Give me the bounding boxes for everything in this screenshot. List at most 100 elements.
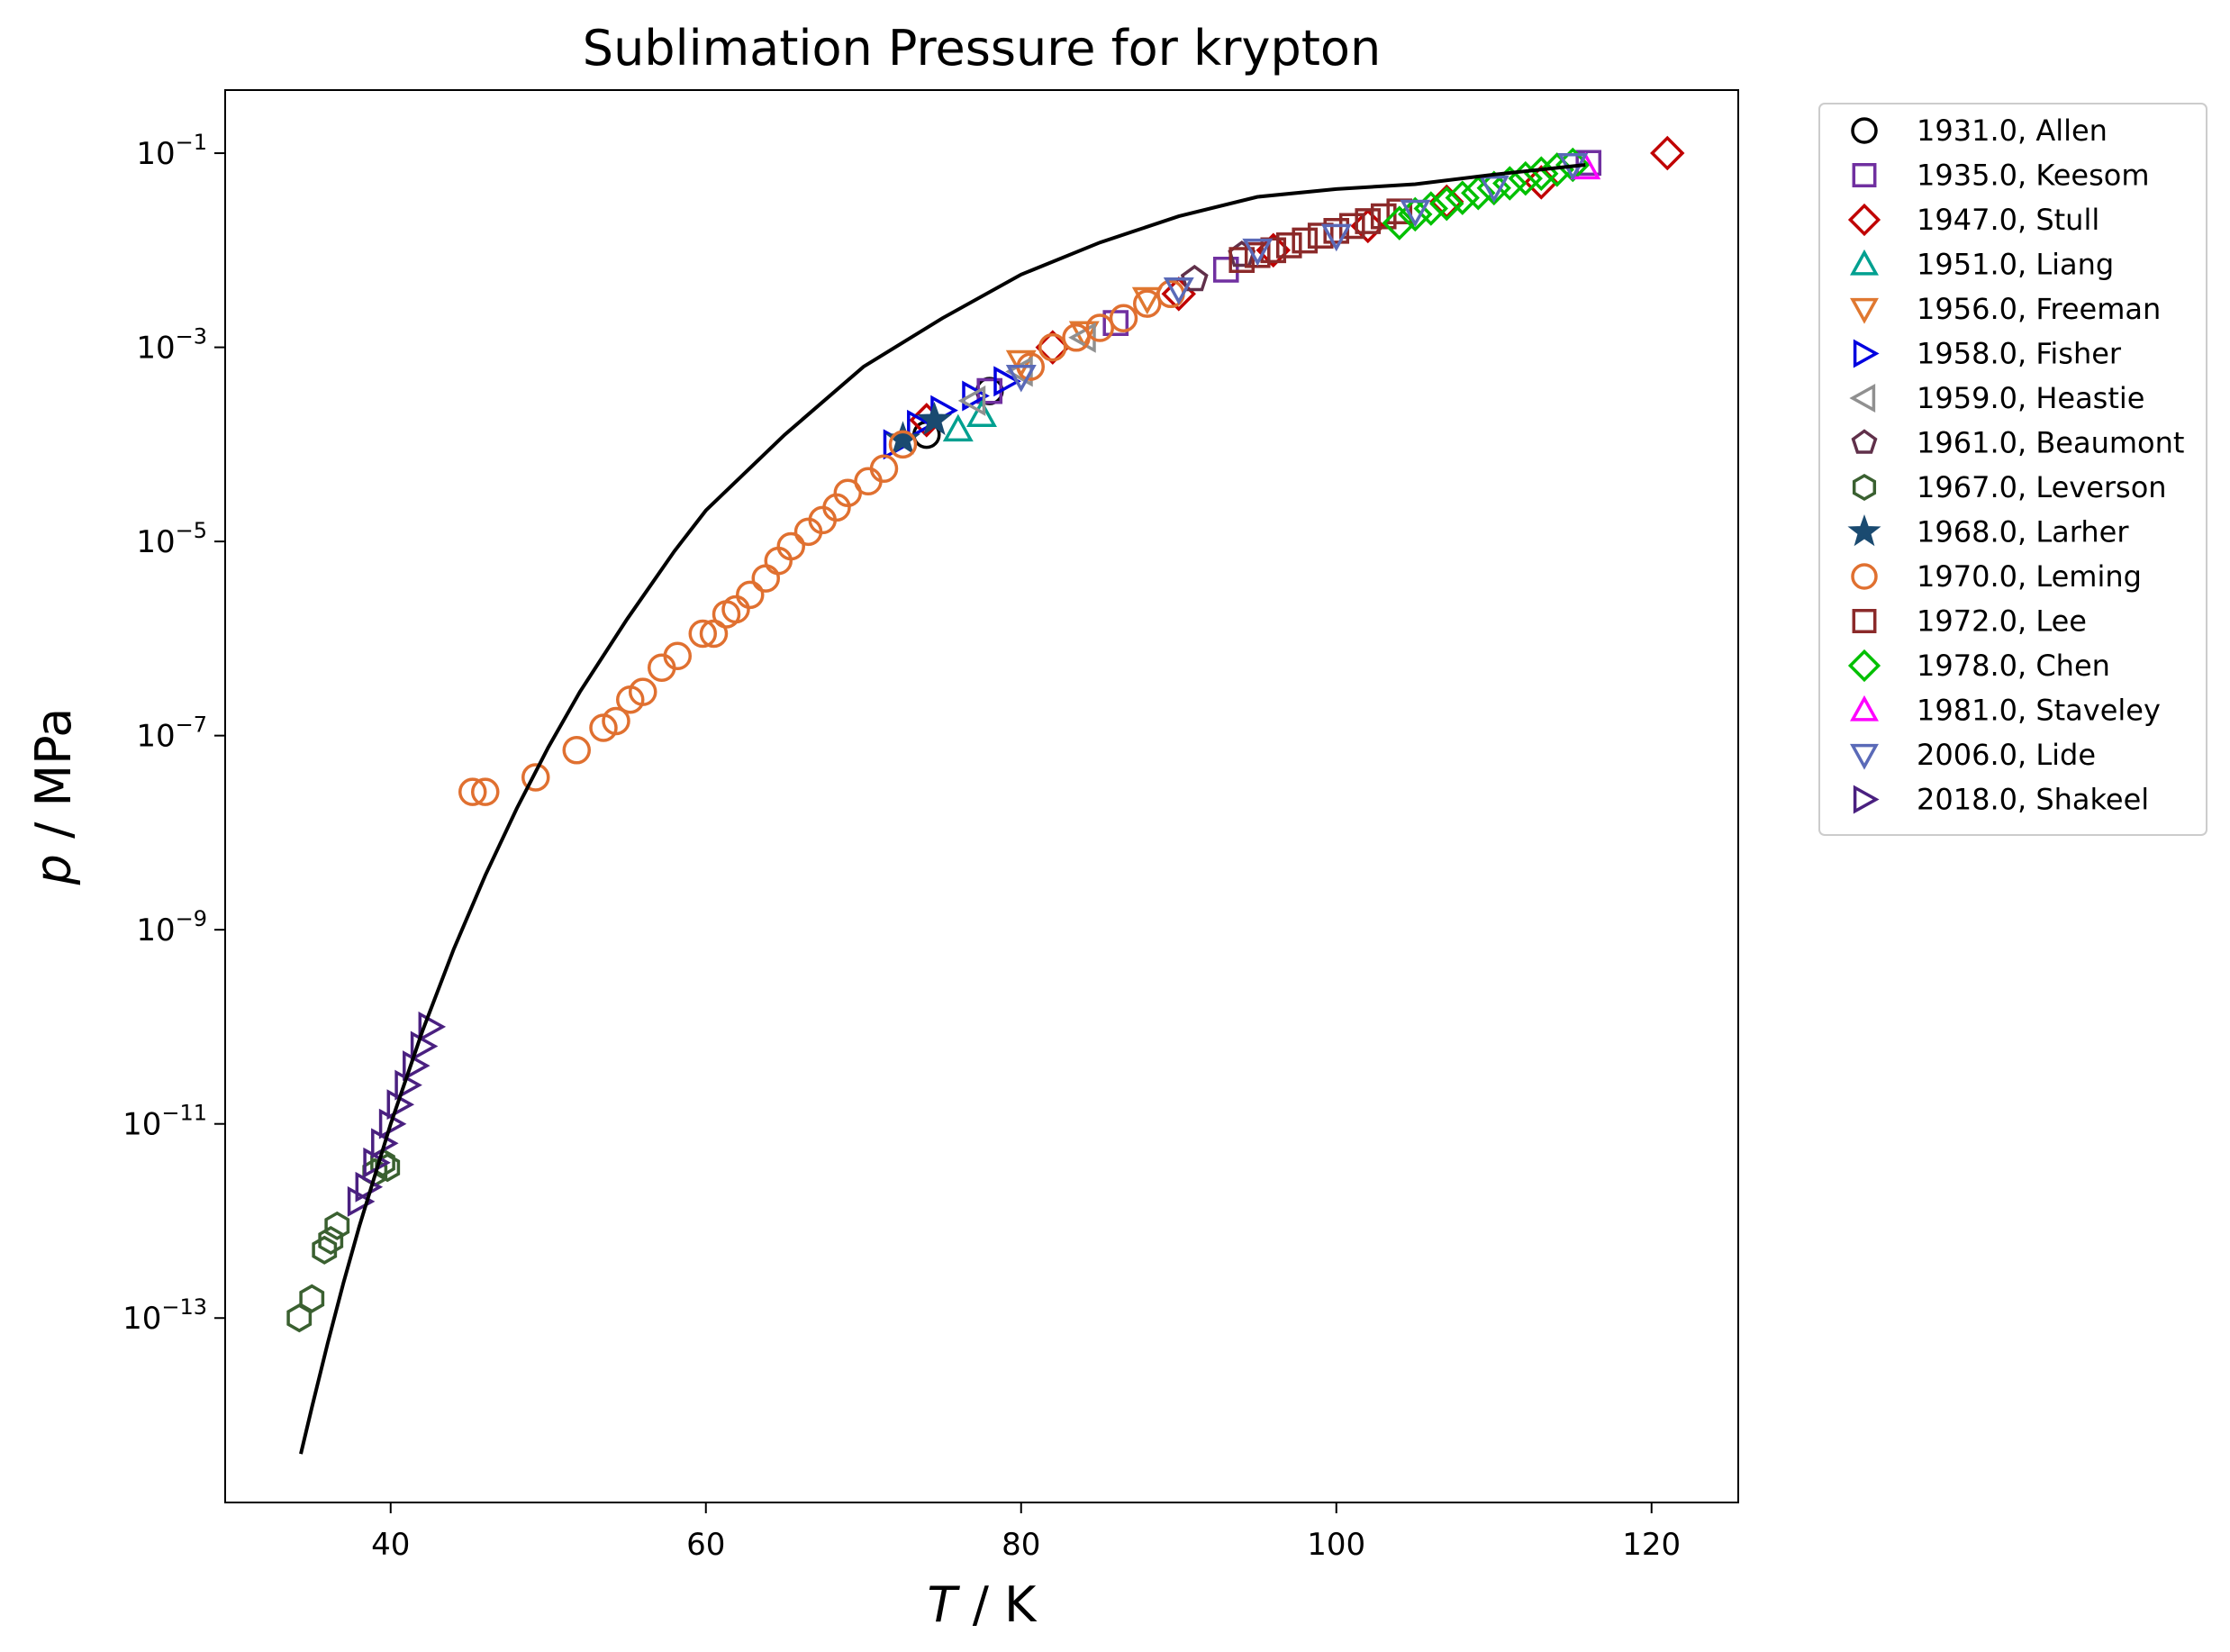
legend-item: 1972.0, Lee	[1852, 604, 2087, 639]
data-point	[1133, 289, 1162, 318]
data-point	[699, 619, 729, 649]
plot-content	[286, 135, 1685, 1455]
legend-label: 1947.0, Stull	[1917, 203, 2099, 237]
legend-label: 1935.0, Keesom	[1917, 159, 2150, 193]
y-axis-label: p / MPa	[25, 708, 82, 886]
data-point	[1429, 186, 1464, 222]
data-point	[403, 1050, 431, 1082]
data-point	[976, 377, 1003, 404]
data-point	[1085, 313, 1114, 342]
data-point	[1038, 332, 1067, 362]
legend-item: 1981.0, Staveley	[1850, 694, 2161, 728]
x-axis-label: T / K	[928, 1576, 1038, 1633]
data-point	[957, 385, 986, 416]
legend-item: 1959.0, Heastie	[1849, 381, 2144, 415]
legend-label: 2018.0, Shakeel	[1917, 783, 2149, 817]
legend-item: 1947.0, Stull	[1847, 203, 2099, 237]
y-tick-label: 10−11	[122, 1101, 207, 1143]
legend-marker	[1852, 163, 1877, 187]
data-point	[375, 1153, 401, 1183]
data-point	[688, 619, 717, 649]
legend-item: 2006.0, Lide	[1850, 738, 2096, 772]
plot-area	[224, 89, 1739, 1503]
data-point	[966, 399, 997, 427]
y-tick-label: 10−13	[122, 1294, 207, 1337]
legend-label: 1970.0, Leming	[1917, 559, 2142, 594]
data-point	[1320, 223, 1352, 252]
legend-marker	[1850, 694, 1879, 722]
x-tick-label: 40	[371, 1527, 410, 1563]
x-axis: 40 60 80 100 120	[371, 1502, 1681, 1563]
legend-item: 1951.0, Liang	[1850, 248, 2114, 282]
legend-item: 1967.0, Leverson	[1852, 470, 2167, 504]
legend-marker	[1851, 429, 1878, 454]
data-point	[458, 777, 487, 806]
legend-item: 1968.0, Larher	[1847, 513, 2129, 549]
legend-marker	[1852, 609, 1877, 633]
data-point	[1131, 286, 1163, 315]
data-point	[1180, 264, 1209, 292]
legend-item: 1958.0, Fisher	[1853, 337, 2122, 371]
data-point	[1382, 205, 1417, 241]
data-point	[347, 1185, 376, 1217]
chart-title: Sublimation Pressure for krypton	[583, 20, 1381, 77]
data-point	[907, 409, 935, 440]
data-point	[1478, 175, 1509, 204]
legend-marker	[1852, 473, 1877, 502]
y-tick-label: 10−1	[136, 130, 207, 172]
legend-item: 1931.0, Allen	[1851, 113, 2108, 148]
legend-marker	[1853, 785, 1880, 814]
data-point	[299, 1284, 325, 1313]
legend-marker	[1850, 743, 1879, 770]
legend-marker	[1853, 339, 1880, 368]
data-point	[324, 1211, 350, 1240]
data-point	[471, 777, 500, 806]
legend-label: 1972.0, Lee	[1917, 604, 2087, 639]
data-point	[776, 531, 805, 561]
x-tick-label: 120	[1622, 1527, 1681, 1563]
data-point	[869, 454, 899, 484]
data-point	[1398, 196, 1433, 232]
y-tick-label: 10−7	[136, 713, 207, 755]
data-point	[1445, 180, 1480, 215]
data-point	[1109, 304, 1138, 333]
legend-label: 1978.0, Chen	[1917, 649, 2110, 683]
legend-item: 1970.0, Leming	[1851, 559, 2142, 594]
data-point	[888, 430, 918, 459]
legend-marker	[1847, 513, 1881, 547]
data-point	[993, 366, 1021, 397]
legend-label: 1959.0, Heastie	[1917, 381, 2144, 415]
legend-label: 1958.0, Fisher	[1917, 337, 2122, 371]
legend-label: 2006.0, Lide	[1917, 738, 2096, 772]
data-point	[418, 1011, 447, 1042]
y-tick-label: 10−3	[136, 324, 207, 367]
legend-item: 1935.0, Keesom	[1852, 159, 2150, 193]
data-point	[1400, 199, 1431, 228]
legend-marker	[1850, 249, 1879, 276]
data-point	[1242, 238, 1274, 267]
legend-label: 1931.0, Allen	[1917, 113, 2108, 148]
data-point	[721, 595, 750, 624]
data-point	[736, 580, 765, 610]
legend-marker	[1847, 649, 1881, 683]
data-point	[602, 706, 630, 736]
data-point	[942, 413, 974, 442]
legend-marker	[1850, 297, 1879, 324]
legend-label: 1967.0, Leverson	[1917, 470, 2167, 504]
y-tick-label: 10−9	[136, 906, 207, 949]
data-point	[1413, 191, 1448, 226]
x-tick-label: 100	[1307, 1527, 1365, 1563]
data-point	[410, 1030, 439, 1062]
data-point	[663, 641, 692, 671]
legend-label: 1981.0, Staveley	[1917, 694, 2161, 728]
legend-marker	[1851, 117, 1878, 144]
legend-item: 2018.0, Shakeel	[1853, 783, 2149, 817]
x-tick-label: 60	[686, 1527, 725, 1563]
x-tick-label: 80	[1002, 1527, 1040, 1563]
legend-marker	[1849, 384, 1876, 413]
series-10	[458, 279, 1185, 806]
data-point	[1102, 310, 1129, 336]
legend-label: 1968.0, Larher	[1917, 515, 2129, 549]
data-point	[962, 380, 990, 412]
